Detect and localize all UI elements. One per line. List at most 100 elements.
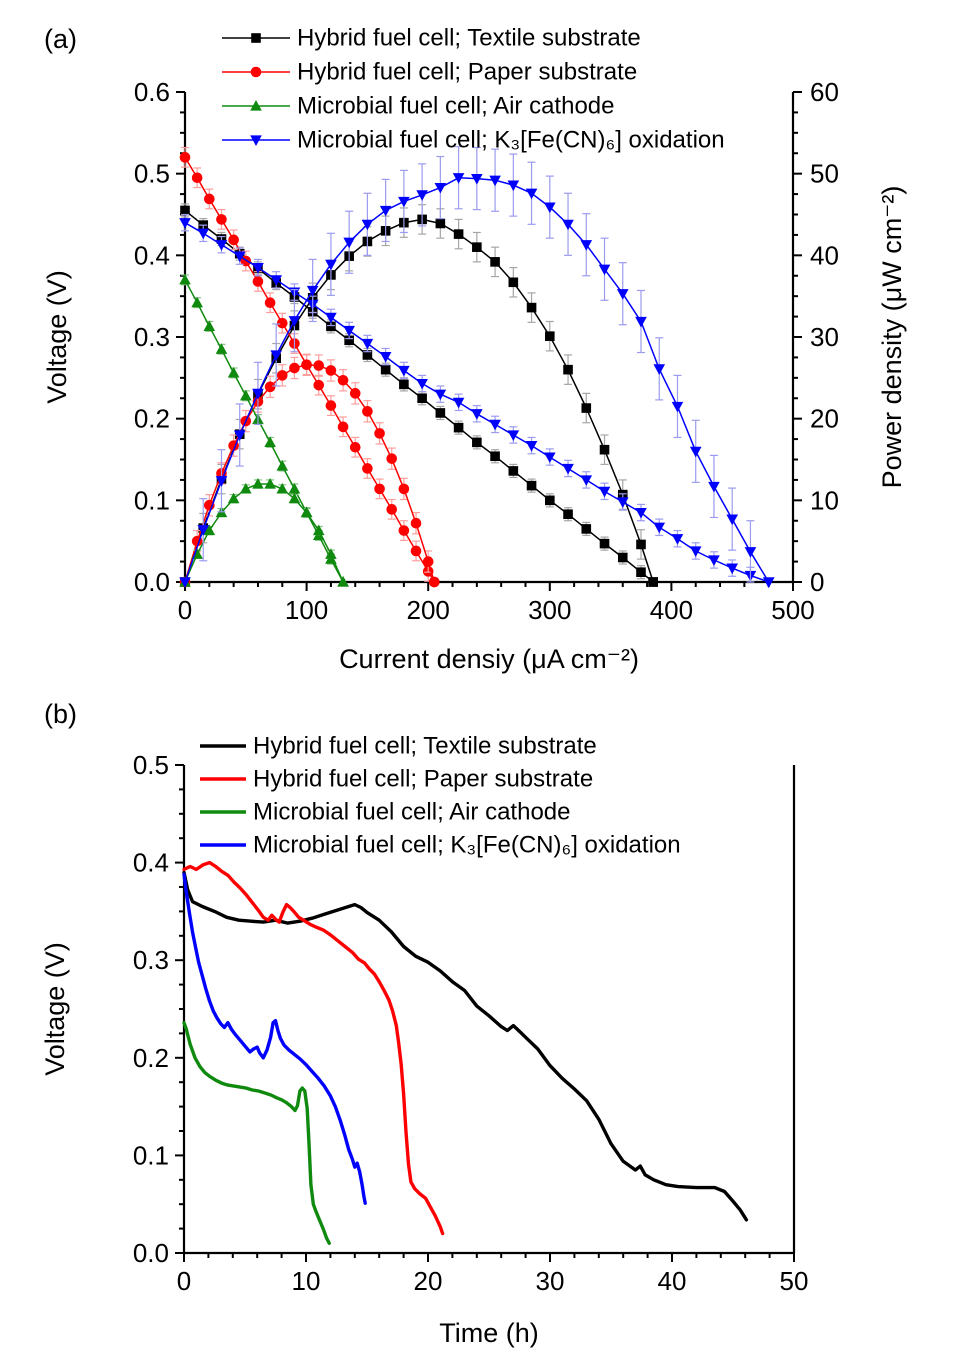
triangle-down-marker bbox=[215, 240, 228, 251]
y-left-tick-label: 0.3 bbox=[133, 945, 169, 975]
triangle-down-marker bbox=[708, 481, 720, 493]
triangle-down-marker bbox=[689, 446, 702, 458]
x-tick-label: 400 bbox=[650, 595, 693, 625]
triangle-up-marker bbox=[240, 389, 252, 401]
y-right-tick-label: 20 bbox=[810, 404, 839, 434]
square-marker bbox=[581, 524, 592, 534]
triangle-down-marker bbox=[288, 316, 301, 327]
series-a-power-5 bbox=[179, 478, 349, 587]
triangle-down-marker bbox=[197, 228, 210, 240]
triangle-up-marker bbox=[227, 492, 240, 504]
triangle-down-marker bbox=[525, 441, 538, 452]
triangle-down-marker bbox=[671, 401, 684, 413]
triangle-down-marker bbox=[416, 190, 428, 201]
legend-item: Microbial fuel cell; K₃[Fe(CN)₆] oxidati… bbox=[222, 127, 725, 154]
triangle-down-marker bbox=[379, 352, 392, 363]
y-left-tick-label: 0.2 bbox=[133, 1043, 169, 1073]
series-b-voltage-3 bbox=[182, 872, 367, 1205]
circle-marker bbox=[362, 463, 373, 474]
y-left-tick-label: 0.4 bbox=[134, 240, 170, 270]
y-left-tick-label: 0.2 bbox=[134, 404, 170, 434]
square-marker bbox=[180, 205, 190, 216]
triangle-down-marker bbox=[434, 182, 447, 194]
triangle-up-marker bbox=[203, 320, 216, 331]
triangle-down-marker bbox=[197, 525, 210, 536]
x-tick-label: 20 bbox=[414, 1266, 443, 1296]
triangle-down-marker bbox=[616, 497, 629, 508]
x-tick-label: 300 bbox=[528, 595, 571, 625]
x-tick-label: 500 bbox=[771, 595, 814, 625]
series-line bbox=[184, 364, 436, 583]
legend-item: Hybrid fuel cell; Textile substrate bbox=[222, 25, 641, 52]
circle-marker bbox=[349, 441, 361, 453]
triangle-up-marker bbox=[337, 576, 349, 587]
triangle-down-marker bbox=[744, 547, 757, 558]
triangle-down-marker bbox=[653, 522, 666, 534]
circle-marker bbox=[337, 374, 349, 386]
x-tick-label: 100 bbox=[285, 595, 328, 625]
circle-marker bbox=[337, 421, 349, 433]
triangle-up-marker bbox=[300, 506, 313, 518]
circle-marker bbox=[325, 365, 337, 376]
triangle-down-marker bbox=[343, 237, 355, 249]
square-marker bbox=[636, 539, 646, 550]
triangle-down-marker bbox=[250, 135, 262, 146]
y-right-axis-title-a: Power density (μW cm⁻²) bbox=[877, 186, 907, 489]
panel-label-b: (b) bbox=[44, 699, 77, 729]
circle-marker bbox=[386, 504, 398, 515]
triangle-down-marker bbox=[489, 175, 501, 187]
x-tick-label: 200 bbox=[407, 595, 450, 625]
triangle-down-marker bbox=[252, 388, 264, 400]
series-line bbox=[182, 860, 445, 1236]
legend-item: Microbial fuel cell; Air cathode bbox=[200, 799, 570, 826]
triangle-down-marker bbox=[434, 389, 447, 401]
triangle-up-marker bbox=[276, 460, 289, 471]
y-left-tick-label: 0.5 bbox=[134, 159, 170, 189]
triangle-up-marker bbox=[276, 482, 289, 494]
square-marker bbox=[599, 444, 610, 455]
x-tick-label: 10 bbox=[292, 1266, 321, 1296]
circle-marker bbox=[362, 406, 373, 417]
circle-marker bbox=[374, 428, 385, 439]
legend-a: Hybrid fuel cell; Textile substrate Hybri… bbox=[222, 25, 725, 154]
circle-marker bbox=[301, 359, 312, 371]
triangle-down-marker bbox=[653, 364, 666, 375]
y-left-axis-title-a: Voltage (V) bbox=[42, 270, 72, 404]
triangle-down-marker bbox=[270, 275, 282, 286]
triangle-up-marker bbox=[203, 524, 216, 536]
circle-marker bbox=[264, 381, 276, 393]
square-marker bbox=[399, 379, 409, 390]
legend-item: Hybrid fuel cell; Paper substrate bbox=[222, 59, 637, 86]
triangle-down-marker bbox=[379, 205, 392, 217]
triangle-down-marker bbox=[179, 577, 191, 588]
square-marker bbox=[636, 567, 646, 577]
y-left-tick-label: 0.5 bbox=[133, 750, 169, 780]
y-left-tick-label: 0.3 bbox=[134, 322, 170, 352]
triangle-up-marker bbox=[288, 482, 301, 494]
legend-label: Microbial fuel cell; Air cathode bbox=[253, 799, 570, 826]
square-marker bbox=[508, 466, 519, 476]
square-marker bbox=[344, 335, 354, 346]
triangle-down-marker bbox=[598, 486, 611, 498]
triangle-down-marker bbox=[471, 409, 483, 420]
square-marker bbox=[599, 538, 610, 549]
legend-label: Microbial fuel cell; K₃[Fe(CN)₆] oxidati… bbox=[297, 127, 725, 154]
square-marker bbox=[435, 218, 446, 229]
triangle-up-marker bbox=[227, 366, 240, 378]
triangle-down-marker bbox=[471, 173, 483, 185]
triangle-down-marker bbox=[179, 218, 191, 229]
circle-marker bbox=[410, 517, 422, 529]
triangle-down-marker bbox=[452, 173, 465, 184]
legend-item: Microbial fuel cell; Air cathode bbox=[222, 93, 614, 120]
series-b-voltage-1 bbox=[182, 860, 445, 1236]
y-left-tick-label: 0.0 bbox=[133, 1238, 169, 1268]
square-marker bbox=[526, 480, 537, 491]
square-marker bbox=[453, 229, 464, 239]
x-tick-label: 0 bbox=[177, 1266, 191, 1296]
square-marker bbox=[453, 422, 464, 433]
x-tick-label: 30 bbox=[536, 1266, 565, 1296]
y-left-tick-label: 0.0 bbox=[134, 567, 170, 597]
triangle-down-marker bbox=[325, 259, 337, 271]
square-marker bbox=[326, 321, 336, 332]
